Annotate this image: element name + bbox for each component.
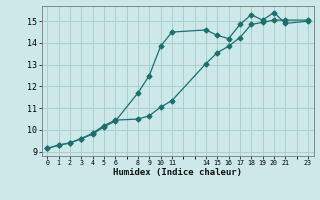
X-axis label: Humidex (Indice chaleur): Humidex (Indice chaleur): [113, 168, 242, 177]
